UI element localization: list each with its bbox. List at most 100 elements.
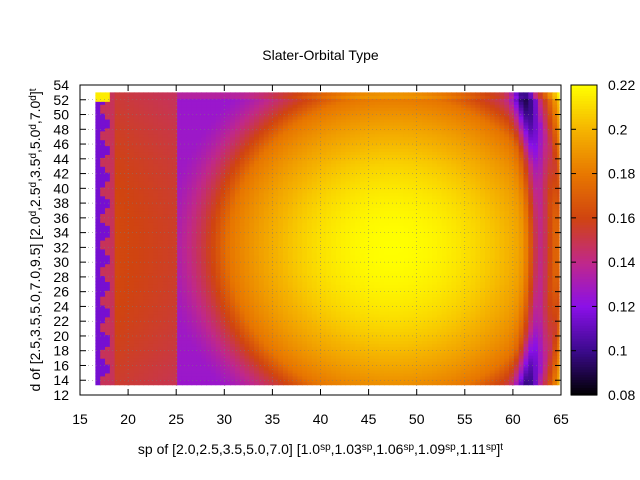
heatmap-cell	[379, 343, 385, 347]
heatmap-cell	[528, 248, 534, 253]
heatmap-cell	[537, 296, 544, 300]
heatmap-cell	[412, 316, 419, 321]
heatmap-cell	[475, 281, 481, 285]
heatmap-cell	[432, 375, 438, 380]
heatmap-cell	[167, 340, 173, 344]
heatmap-cell	[109, 245, 116, 250]
heatmap-cell	[100, 293, 106, 297]
heatmap-cell	[254, 307, 260, 312]
heatmap-cell	[268, 237, 274, 241]
heatmap-cell	[398, 281, 404, 285]
heatmap-cell	[364, 334, 371, 339]
heatmap-cell	[206, 361, 212, 365]
heatmap-cell	[254, 372, 260, 377]
heatmap-cell	[412, 269, 419, 274]
heatmap-cell	[475, 266, 481, 271]
heatmap-cell	[388, 319, 395, 324]
heatmap-cell	[359, 355, 366, 359]
heatmap-cell	[234, 263, 241, 268]
heatmap-cell	[133, 325, 140, 330]
heatmap-cell	[432, 251, 438, 256]
heatmap-cell	[162, 266, 169, 271]
heatmap-cell	[326, 307, 332, 312]
heatmap-cell	[542, 331, 549, 336]
heatmap-cell	[412, 234, 419, 238]
heatmap-cell	[340, 272, 347, 277]
heatmap-cell	[167, 316, 173, 321]
heatmap-cell	[403, 343, 409, 347]
heatmap-cell	[537, 325, 544, 330]
heatmap-cell	[210, 275, 217, 279]
heatmap-cell	[109, 299, 116, 303]
heatmap-cell	[403, 340, 409, 344]
heatmap-cell	[509, 251, 515, 256]
heatmap-cell	[509, 240, 515, 244]
heatmap-cell	[307, 358, 313, 362]
heatmap-cell	[393, 322, 400, 327]
heatmap-cell	[311, 251, 318, 256]
heatmap-cell	[509, 237, 515, 241]
heatmap-cell	[95, 316, 101, 321]
heatmap-cell	[436, 266, 443, 271]
heatmap-cell	[191, 293, 197, 297]
heatmap-cell	[369, 378, 375, 383]
heatmap-cell	[307, 299, 313, 303]
heatmap-cell	[465, 322, 472, 327]
heatmap-cell	[109, 361, 116, 365]
heatmap-cell	[355, 242, 361, 247]
heatmap-cell	[95, 237, 101, 241]
heatmap-cell	[307, 254, 313, 259]
heatmap-cell	[422, 290, 428, 294]
heatmap-cell	[186, 260, 193, 265]
heatmap-cell	[542, 272, 549, 277]
heatmap-cell	[489, 331, 496, 336]
heatmap-cell	[234, 328, 241, 333]
heatmap-cell	[326, 293, 332, 297]
heatmap-cell	[129, 290, 135, 294]
heatmap-cell	[268, 257, 274, 262]
heatmap-cell	[292, 284, 299, 288]
heatmap-cell	[393, 269, 400, 274]
heatmap-cell	[340, 355, 347, 359]
heatmap-cell	[451, 278, 457, 282]
heatmap-cell	[393, 254, 400, 259]
heatmap-cell	[186, 310, 193, 315]
heatmap-cell	[273, 304, 279, 309]
heatmap-cell	[124, 251, 130, 256]
heatmap-cell	[408, 234, 414, 238]
heatmap-cell	[412, 319, 419, 324]
heatmap-cell	[326, 248, 332, 253]
heatmap-cell	[340, 234, 347, 238]
heatmap-cell	[422, 278, 428, 282]
heatmap-cell	[359, 358, 366, 362]
heatmap-cell	[417, 372, 424, 377]
heatmap-cell	[480, 340, 486, 344]
heatmap-cell	[475, 237, 481, 241]
heatmap-cell	[249, 358, 255, 362]
heatmap-cell	[417, 266, 424, 271]
heatmap-cell	[331, 234, 337, 238]
heatmap-cell	[489, 248, 496, 253]
heatmap-cell	[119, 245, 125, 250]
heatmap-cell	[234, 302, 241, 306]
heatmap-cell	[504, 257, 510, 262]
heatmap-cell	[335, 266, 342, 271]
heatmap-cell	[307, 346, 313, 350]
heatmap-cell	[485, 257, 491, 262]
heatmap-cell	[513, 240, 520, 244]
heatmap-cell	[513, 296, 520, 300]
heatmap-cell	[95, 240, 101, 244]
heatmap-cell	[364, 275, 371, 279]
heatmap-cell	[157, 307, 164, 312]
heatmap-cell	[273, 302, 279, 306]
heatmap-cell	[513, 254, 520, 259]
heatmap-cell	[124, 269, 130, 274]
heatmap-cell	[470, 245, 476, 250]
heatmap-cell	[167, 263, 173, 268]
heatmap-cell	[374, 355, 380, 359]
heatmap-cell	[499, 322, 505, 327]
heatmap-cell	[537, 251, 544, 256]
heatmap-cell	[105, 240, 111, 244]
heatmap-cell	[95, 352, 101, 356]
heatmap-cell	[239, 237, 246, 241]
